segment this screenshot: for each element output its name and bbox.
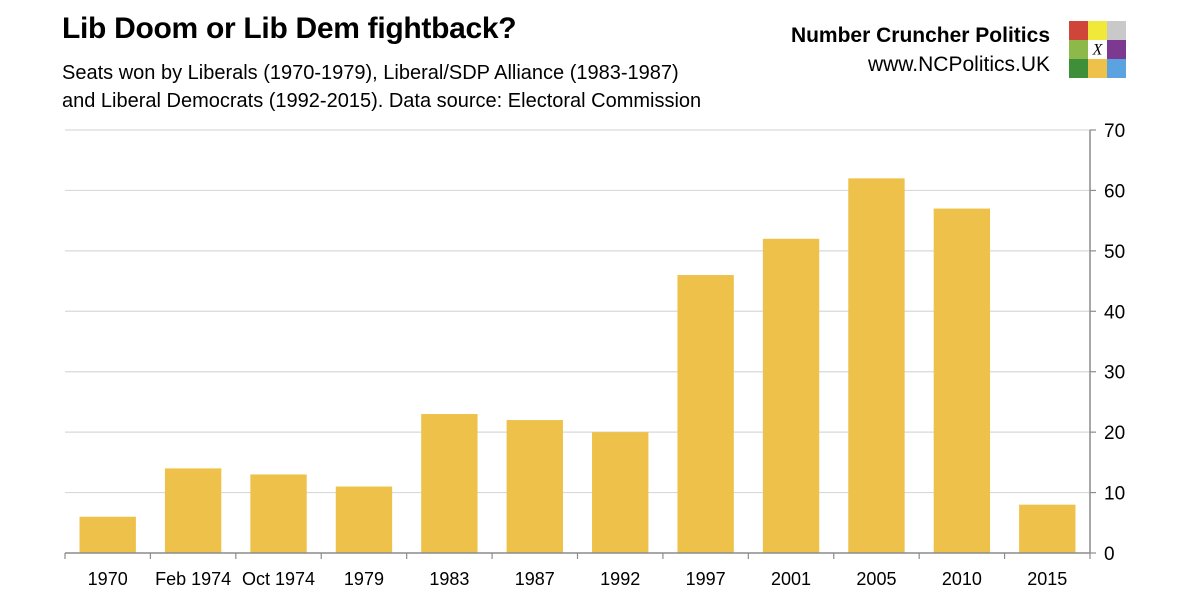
y-tick-label: 0 <box>1104 544 1115 565</box>
bar-2005 <box>848 178 905 554</box>
x-tick-label: 2010 <box>942 569 982 589</box>
logo-tile <box>1088 40 1107 59</box>
chart-subtitle-line2: and Liberal Democrats (1992-2015). Data … <box>62 90 702 112</box>
y-tick-label: 60 <box>1104 181 1125 202</box>
bar-feb-1974 <box>164 468 222 553</box>
chart-subtitle-line1: Seats won by Liberals (1970-1979), Liber… <box>62 62 679 84</box>
y-tick-label: 70 <box>1104 121 1125 142</box>
x-tick-label: 1992 <box>600 569 640 589</box>
x-tick-label: 1979 <box>344 569 384 589</box>
ncp-logo: X <box>1069 21 1126 78</box>
logo-tile <box>1069 59 1088 78</box>
x-tick-label: 2001 <box>771 569 811 589</box>
logo-x-mark: X <box>1092 42 1104 59</box>
bar-2001 <box>762 238 820 553</box>
x-tick-label: 1970 <box>88 569 128 589</box>
bar-2010 <box>933 208 991 554</box>
x-tick-label: Oct 1974 <box>242 569 315 589</box>
x-tick-label: Feb 1974 <box>155 569 231 589</box>
bar-1992 <box>592 432 649 553</box>
bar-1970 <box>79 516 136 553</box>
bar-1997 <box>677 275 734 553</box>
y-tick-label: 20 <box>1104 423 1125 444</box>
brand-name: Number Cruncher Politics <box>790 24 1050 47</box>
y-tick-label: 50 <box>1104 242 1125 263</box>
logo-tile <box>1088 59 1107 78</box>
chart-title: Lib Doom or Lib Dem fightback? <box>62 12 517 45</box>
x-tick-label: 1983 <box>429 569 469 589</box>
x-tick-label: 1997 <box>686 569 726 589</box>
x-tick-label: 1987 <box>515 569 555 589</box>
bar-1983 <box>421 414 478 553</box>
logo-tile <box>1107 40 1126 59</box>
logo-tile <box>1107 59 1126 78</box>
logo-tile <box>1069 21 1088 40</box>
bar-oct-1974 <box>250 474 307 553</box>
bar-1979 <box>335 486 393 553</box>
y-tick-label: 10 <box>1104 484 1125 505</box>
bar-1987 <box>506 420 563 553</box>
x-tick-label: 2015 <box>1027 569 1067 589</box>
logo-tile <box>1107 21 1126 40</box>
logo-tile <box>1069 40 1088 59</box>
logo-tile <box>1088 21 1107 40</box>
x-tick-label: 2005 <box>856 569 896 589</box>
y-tick-label: 40 <box>1104 302 1125 323</box>
brand-url: www.NCPolitics.UK <box>867 53 1050 76</box>
y-tick-label: 30 <box>1104 363 1125 384</box>
bar-2015 <box>1019 504 1076 553</box>
